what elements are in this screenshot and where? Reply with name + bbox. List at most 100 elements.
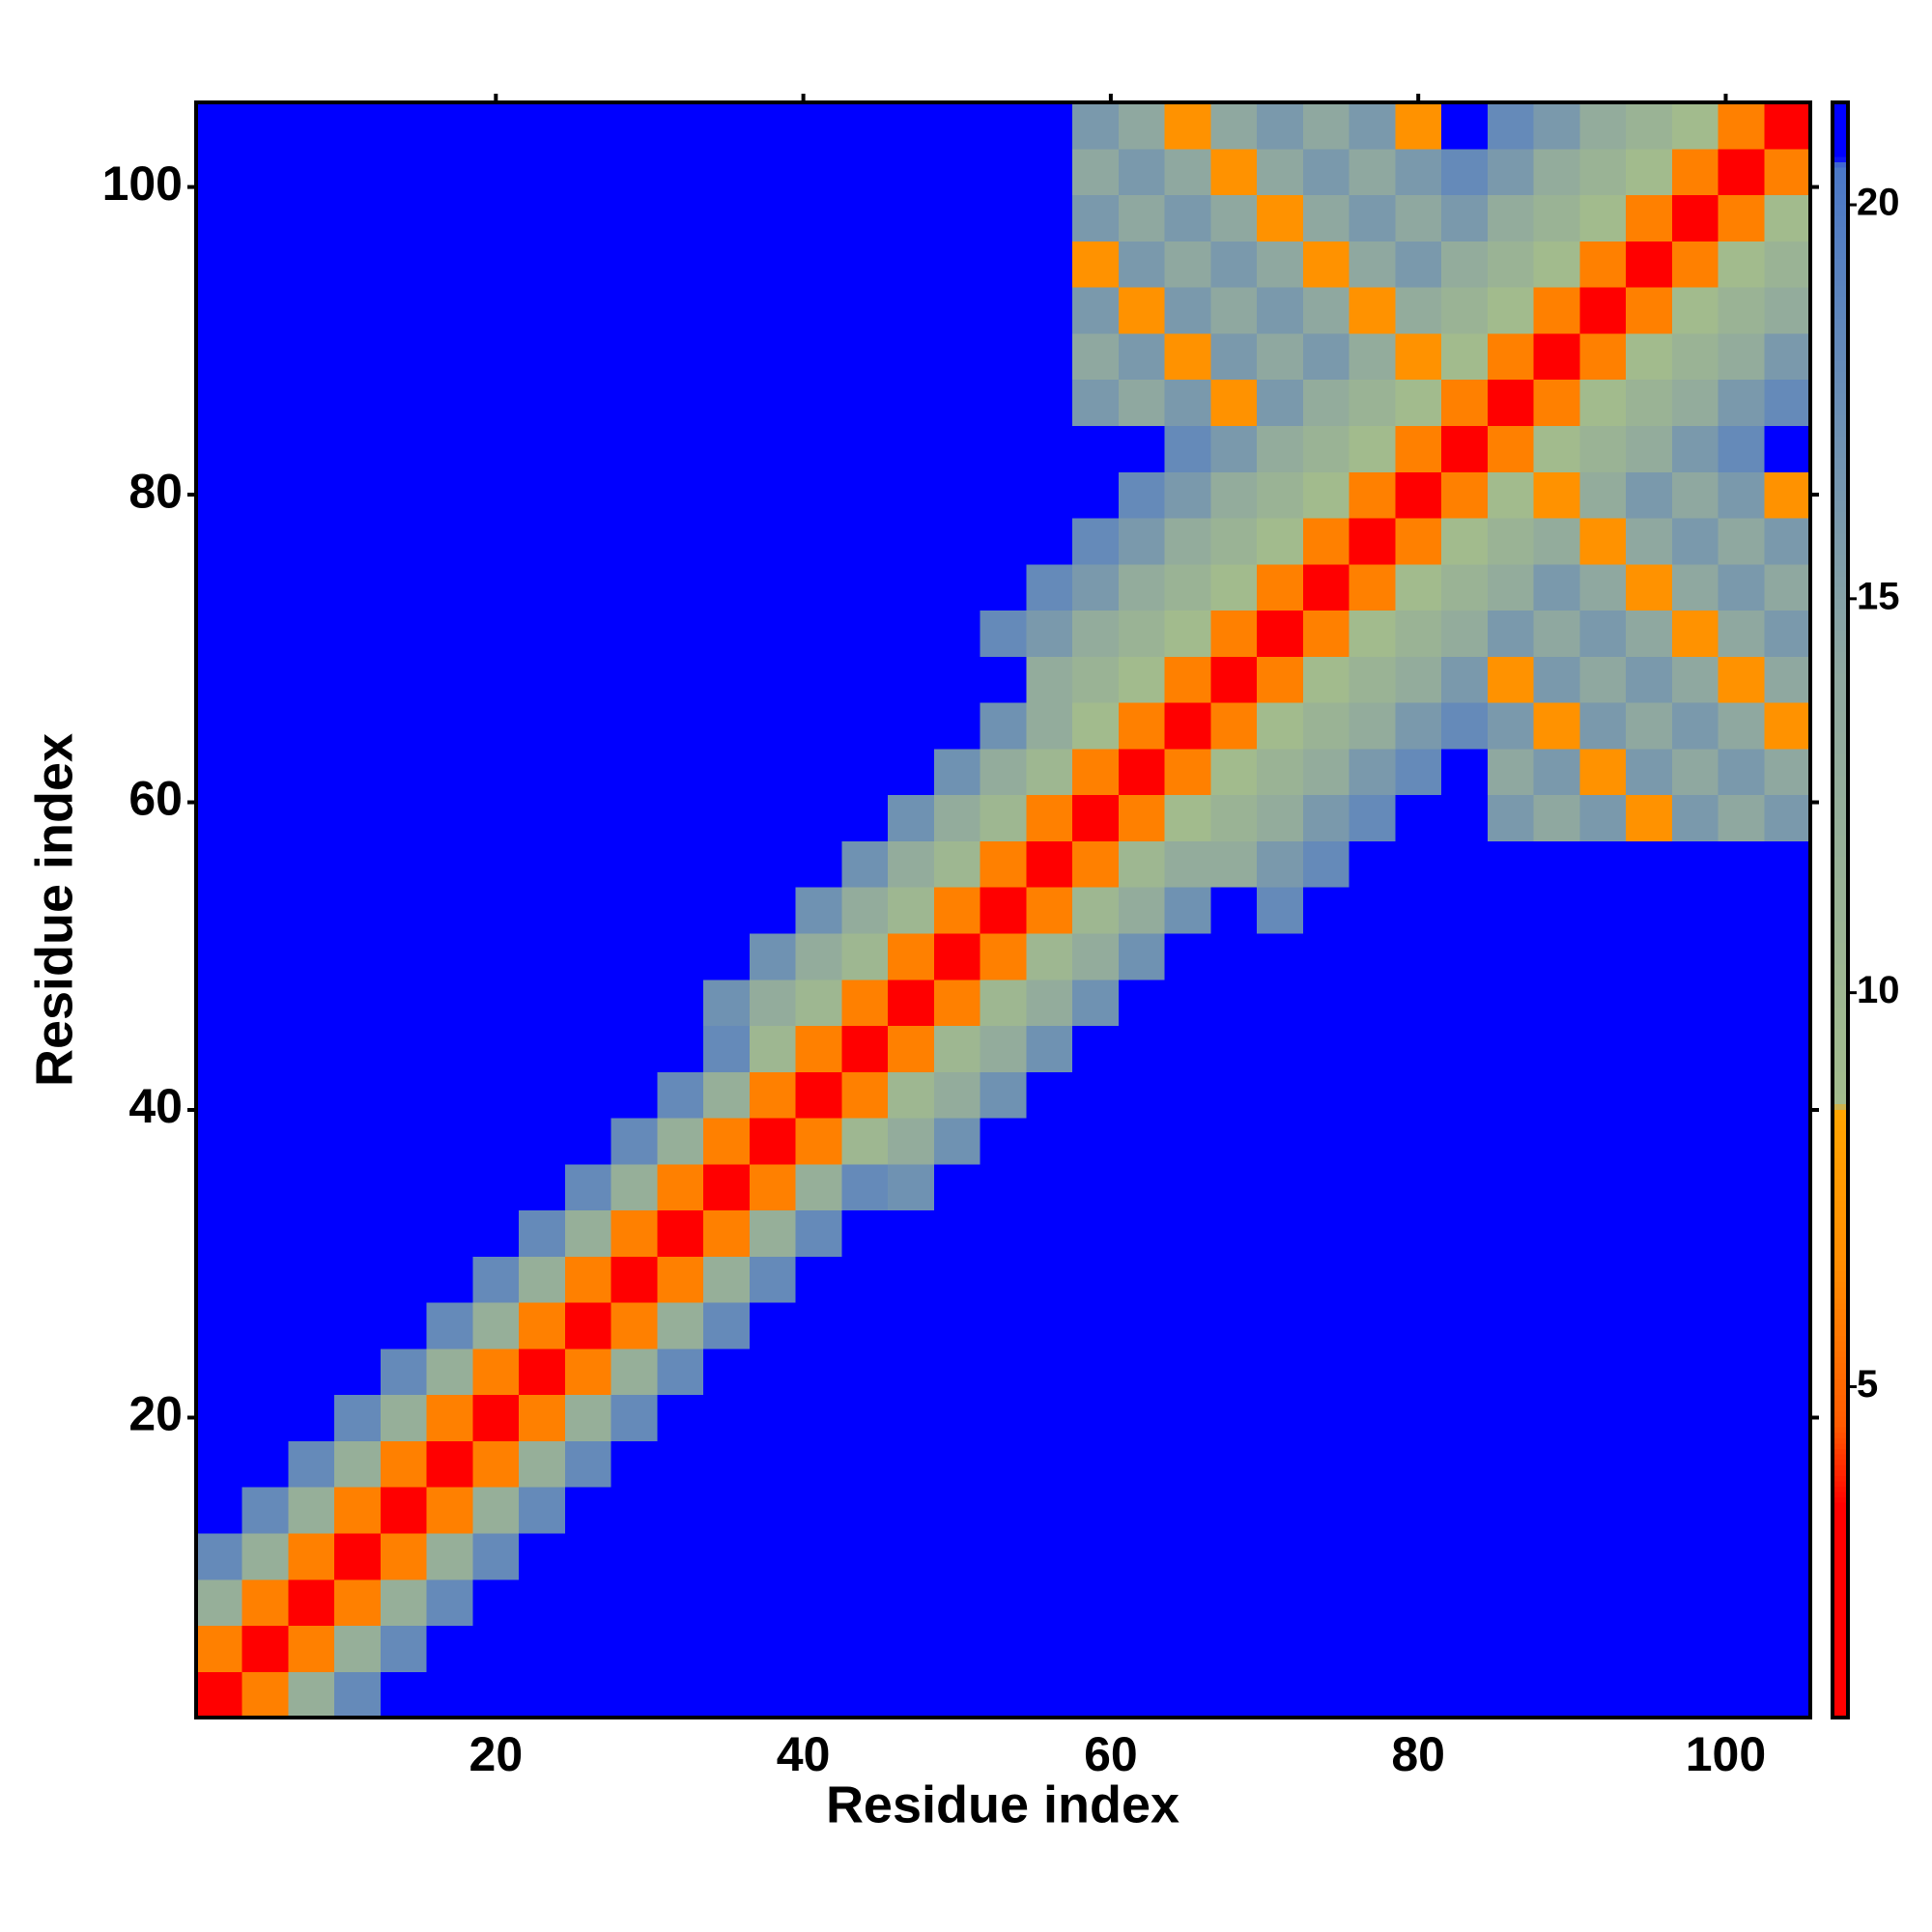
heatmap-cell <box>657 517 704 565</box>
heatmap-cell <box>288 471 335 519</box>
heatmap-cell <box>1441 1117 1489 1165</box>
heatmap-cell <box>242 287 290 334</box>
colorbar-band <box>1833 1275 1848 1283</box>
colorbar-band <box>1833 355 1848 362</box>
heatmap-cell <box>288 1025 335 1072</box>
colorbar-band <box>1833 360 1848 367</box>
colorbar-band <box>1833 1469 1848 1476</box>
heatmap-cell <box>980 194 1027 242</box>
heatmap-cell <box>519 932 566 980</box>
heatmap-cell <box>472 425 520 472</box>
heatmap-cell <box>1533 1256 1580 1303</box>
heatmap-cell <box>519 1302 566 1350</box>
heatmap-cell <box>1349 887 1396 934</box>
heatmap-cell <box>1395 840 1442 888</box>
colorbar-band <box>1833 1663 1848 1670</box>
heatmap-cell <box>1118 563 1166 611</box>
heatmap-cell <box>841 840 889 888</box>
colorbar-band <box>1833 1415 1848 1423</box>
heatmap-cell <box>472 1209 520 1257</box>
heatmap-cell <box>1164 1025 1211 1072</box>
colorbar-band <box>1833 1297 1848 1304</box>
heatmap-cell <box>1487 610 1535 657</box>
heatmap-cell <box>980 748 1027 796</box>
heatmap-cell <box>564 332 612 381</box>
colorbar-band <box>1833 963 1848 970</box>
heatmap-cell <box>1764 656 1811 703</box>
heatmap-cell <box>426 702 474 750</box>
heatmap-cell <box>1164 610 1211 657</box>
heatmap-cell <box>564 379 612 426</box>
heatmap-cell <box>1302 102 1350 150</box>
heatmap-cell <box>288 194 335 242</box>
heatmap-cell <box>1626 148 1673 196</box>
colorbar-band <box>1833 705 1848 712</box>
heatmap-cell <box>1764 1578 1811 1627</box>
heatmap-cell <box>1671 563 1719 611</box>
heatmap-cell <box>1764 1071 1811 1119</box>
colorbar-band <box>1833 845 1848 852</box>
colorbar-band <box>1833 1706 1848 1714</box>
heatmap-cell <box>426 287 474 334</box>
heatmap-cell <box>1349 1302 1396 1350</box>
heatmap-cell <box>196 979 243 1027</box>
colorbar-band <box>1833 1124 1848 1132</box>
heatmap-cells <box>196 102 1811 1719</box>
heatmap-cell <box>1579 148 1627 196</box>
heatmap-cell <box>1210 979 1258 1027</box>
heatmap-cell <box>196 1163 243 1211</box>
heatmap-cell <box>1026 1532 1073 1580</box>
colorbar-band <box>1833 1685 1848 1691</box>
heatmap-cell <box>888 702 935 750</box>
heatmap-cell <box>1257 241 1304 288</box>
colorbar-band <box>1833 1615 1848 1622</box>
colorbar-band <box>1833 582 1848 588</box>
heatmap-cell <box>749 1256 797 1303</box>
heatmap-cell <box>980 425 1027 472</box>
colorbar-band <box>1833 608 1848 615</box>
heatmap-cell <box>1395 1117 1442 1165</box>
colorbar-band <box>1833 657 1848 664</box>
heatmap-cell <box>242 840 290 888</box>
heatmap-cell <box>426 1440 474 1488</box>
heatmap-cell <box>564 102 612 150</box>
heatmap-cell <box>749 794 797 841</box>
heatmap-cell <box>380 1256 428 1303</box>
heatmap-cell <box>380 425 428 472</box>
heatmap-cell <box>1764 1348 1811 1396</box>
heatmap-cell <box>1579 332 1627 381</box>
heatmap-cell <box>519 1671 566 1719</box>
heatmap-cell <box>1579 702 1627 750</box>
heatmap-cell <box>611 610 659 657</box>
heatmap-cell <box>657 148 704 196</box>
heatmap-cell <box>1302 1117 1350 1165</box>
heatmap-cell <box>1441 702 1489 750</box>
heatmap-cell <box>1026 148 1073 196</box>
heatmap-cell <box>1164 1209 1211 1257</box>
heatmap-cell <box>795 287 842 334</box>
heatmap-cell <box>1164 102 1211 150</box>
heatmap-cell <box>472 702 520 750</box>
heatmap-cell <box>1579 287 1627 334</box>
colorbar-band <box>1833 1518 1848 1524</box>
heatmap-cell <box>1164 1487 1211 1534</box>
heatmap-cell <box>334 332 382 381</box>
colorbar-band <box>1833 1254 1848 1261</box>
heatmap-cell <box>1671 1671 1719 1719</box>
heatmap-cell <box>611 1625 659 1672</box>
colorbar-band <box>1833 592 1848 599</box>
heatmap-cell <box>242 194 290 242</box>
heatmap-cell <box>196 241 243 288</box>
heatmap-cell <box>380 1025 428 1072</box>
heatmap-cell <box>888 1578 935 1627</box>
heatmap-cell <box>1118 748 1166 796</box>
colorbar-tick-label: 5 <box>1857 1363 1878 1406</box>
heatmap-cell <box>1072 1117 1120 1165</box>
heatmap-cell <box>749 1163 797 1211</box>
heatmap-cell <box>426 656 474 703</box>
heatmap-cell <box>1302 1348 1350 1396</box>
colorbar-band <box>1833 867 1848 873</box>
colorbar-band <box>1833 985 1848 992</box>
heatmap-cell <box>841 332 889 381</box>
heatmap-cell <box>380 241 428 288</box>
